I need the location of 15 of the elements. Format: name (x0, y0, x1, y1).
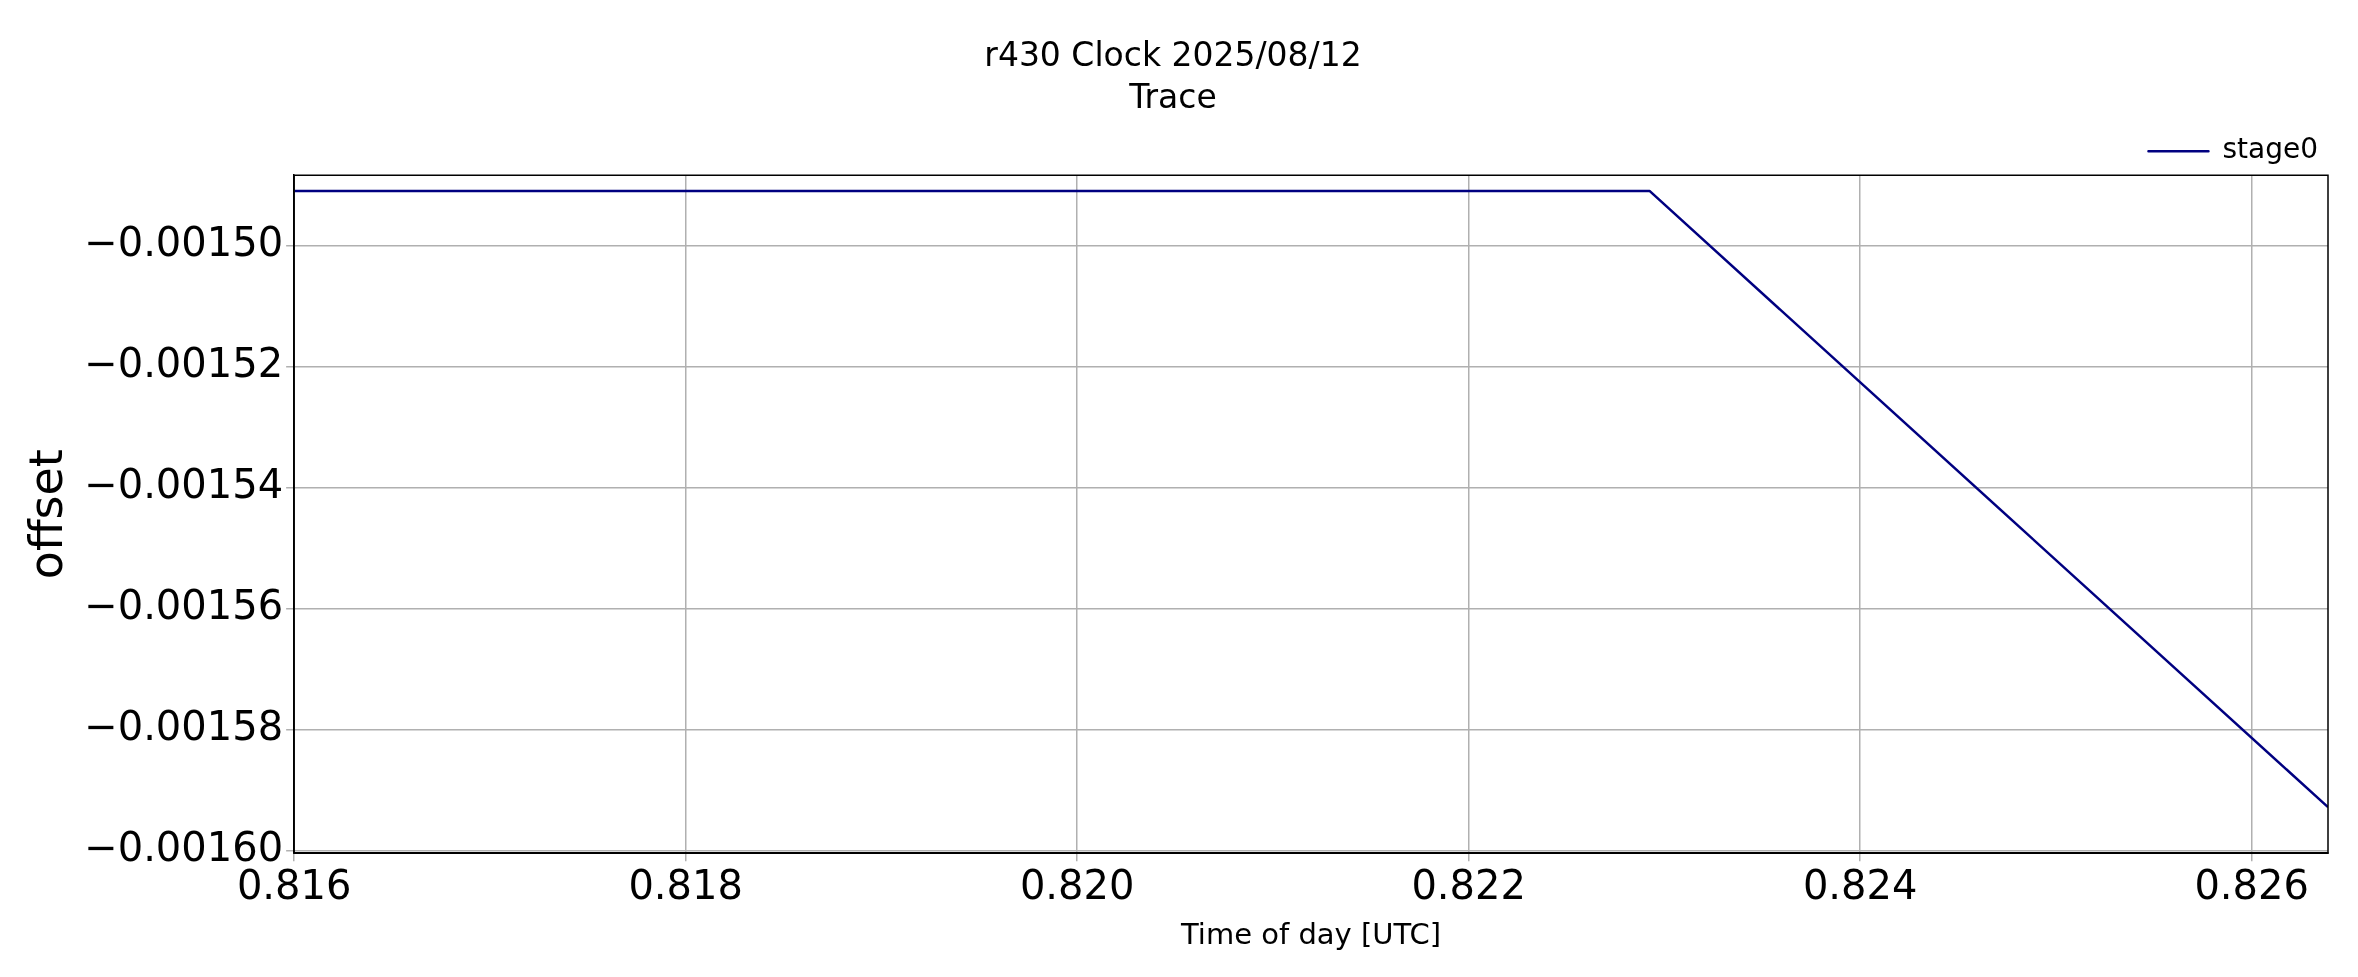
y-tick-label: −0.00154 (84, 460, 284, 507)
x-tick-label: 0.820 (1019, 861, 1135, 908)
y-tick-label: −0.00152 (84, 339, 284, 386)
y-tick-label: −0.00156 (84, 582, 284, 629)
chart-subtitle: Trace (1128, 76, 1217, 116)
x-tick-label: 0.818 (628, 861, 743, 908)
y-tick-label: −0.00150 (84, 218, 284, 265)
legend-label: stage0 (2222, 132, 2319, 166)
x-tick-label: 0.822 (1411, 861, 1526, 908)
y-axis-title: offset (18, 449, 73, 580)
x-tick-label: 0.824 (1802, 861, 1918, 908)
y-tick-label: −0.00158 (84, 703, 284, 750)
chart-title: r430 Clock 2025/08/12 (984, 35, 1362, 75)
x-tick-label: 0.826 (2194, 861, 2309, 908)
x-axis-title: Time of day [UTC] (1180, 917, 1442, 952)
